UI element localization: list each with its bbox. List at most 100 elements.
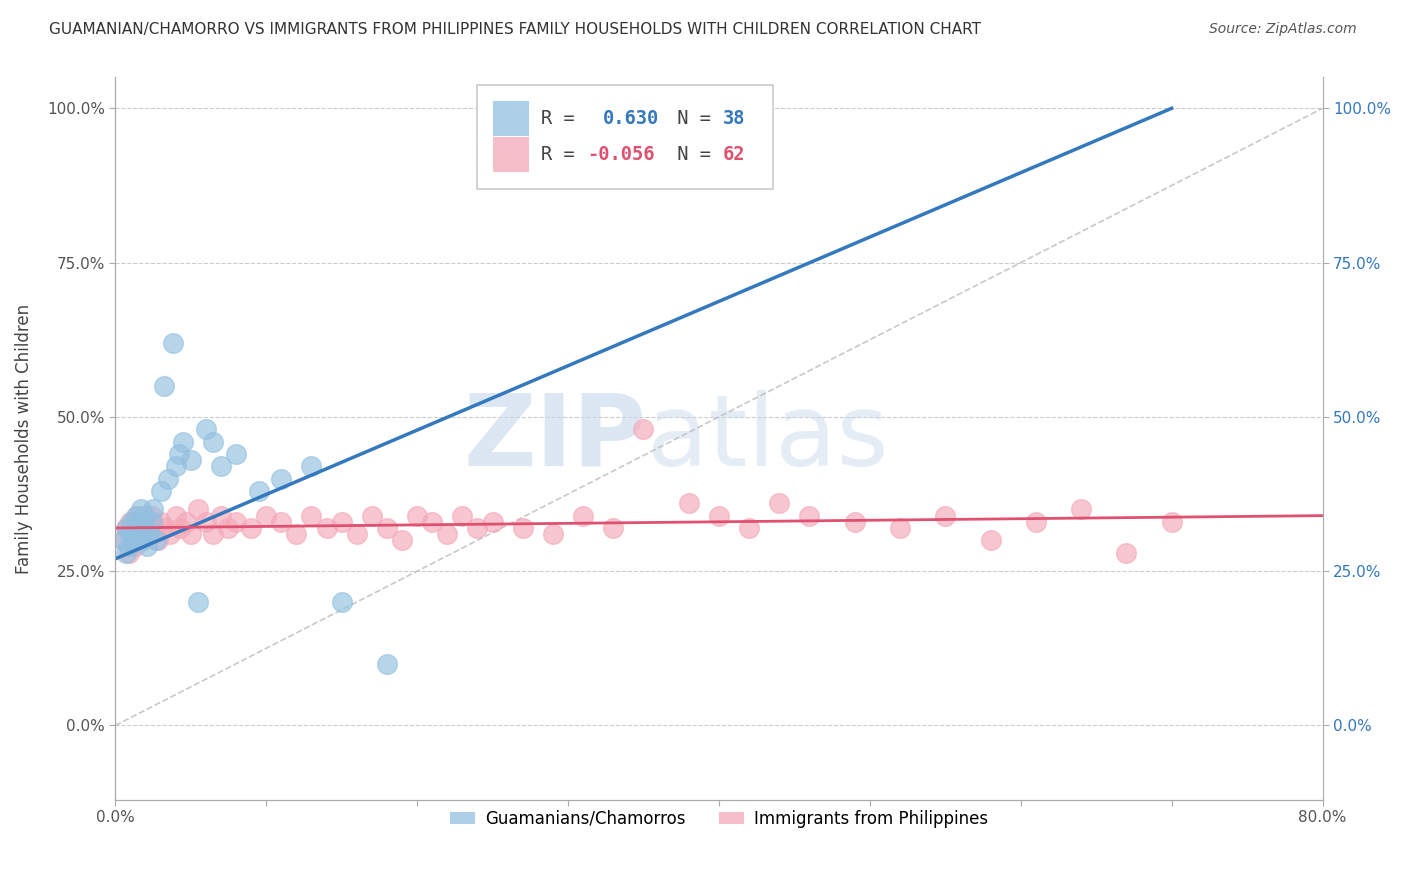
Text: R =: R = [541,109,586,128]
Point [375,521,398,535]
Point [512,521,534,535]
Point [738,521,761,535]
Point [1160,515,1182,529]
Point [122,527,145,541]
Point [572,508,595,523]
Point [128,521,150,535]
Point [360,508,382,523]
Point [146,533,169,548]
Point [209,459,232,474]
Text: R =: R = [541,145,586,164]
Text: GUAMANIAN/CHAMORRO VS IMMIGRANTS FROM PHILIPPINES FAMILY HOUSEHOLDS WITH CHILDRE: GUAMANIAN/CHAMORRO VS IMMIGRANTS FROM PH… [49,22,981,37]
Point [118,546,141,560]
Point [202,434,225,449]
Point [159,527,181,541]
Point [115,546,138,560]
Point [678,496,700,510]
Point [141,508,163,523]
Point [118,540,141,554]
Point [162,335,184,350]
Point [301,508,323,523]
Point [120,527,142,541]
Point [707,508,730,523]
Point [481,515,503,529]
Text: N =: N = [666,109,723,128]
Point [129,502,152,516]
Point [111,533,134,548]
Point [124,521,146,535]
Point [240,521,263,535]
Point [124,540,146,554]
Point [330,595,353,609]
Point [149,515,172,529]
Point [467,521,489,535]
Point [132,521,155,535]
Point [934,508,956,523]
Point [406,508,429,523]
Point [169,521,191,535]
Text: 0.630: 0.630 [603,109,659,128]
Point [202,527,225,541]
Point [247,483,270,498]
Point [451,508,474,523]
Point [285,527,308,541]
Point [115,521,138,535]
Point [218,521,240,535]
Text: 62: 62 [723,145,745,164]
Legend: Guamanians/Chamorros, Immigrants from Philippines: Guamanians/Chamorros, Immigrants from Ph… [443,803,994,835]
Point [436,527,458,541]
Point [153,521,176,535]
Point [145,533,167,548]
Point [420,515,443,529]
Point [127,527,149,541]
Point [194,422,217,436]
Text: atlas: atlas [647,390,889,487]
Point [209,508,232,523]
Point [141,515,163,529]
Text: 38: 38 [723,109,745,128]
Point [111,533,134,548]
Point [180,453,202,467]
Point [167,447,190,461]
Point [270,472,292,486]
Point [254,508,277,523]
Point [225,515,247,529]
Point [330,515,353,529]
Point [125,508,148,523]
Point [174,515,197,529]
Point [768,496,790,510]
Point [844,515,866,529]
Point [1070,502,1092,516]
Point [165,508,187,523]
Point [157,472,180,486]
Point [134,515,156,529]
Point [120,515,142,529]
Point [315,521,337,535]
Text: N =: N = [666,145,723,164]
Point [602,521,624,535]
Point [127,508,149,523]
FancyBboxPatch shape [494,102,530,136]
Point [889,521,911,535]
Point [301,459,323,474]
Point [121,515,143,529]
Point [131,533,153,548]
Point [194,515,217,529]
Point [391,533,413,548]
Point [1025,515,1047,529]
Text: Source: ZipAtlas.com: Source: ZipAtlas.com [1209,22,1357,37]
Point [149,483,172,498]
Point [138,527,160,541]
Point [980,533,1002,548]
FancyBboxPatch shape [494,137,530,172]
Point [799,508,821,523]
Text: -0.056: -0.056 [588,145,655,164]
Point [1115,546,1137,560]
Point [180,527,202,541]
Point [187,502,209,516]
Point [172,434,194,449]
Point [225,447,247,461]
Text: ZIP: ZIP [464,390,647,487]
FancyBboxPatch shape [478,85,773,189]
Point [134,508,156,523]
